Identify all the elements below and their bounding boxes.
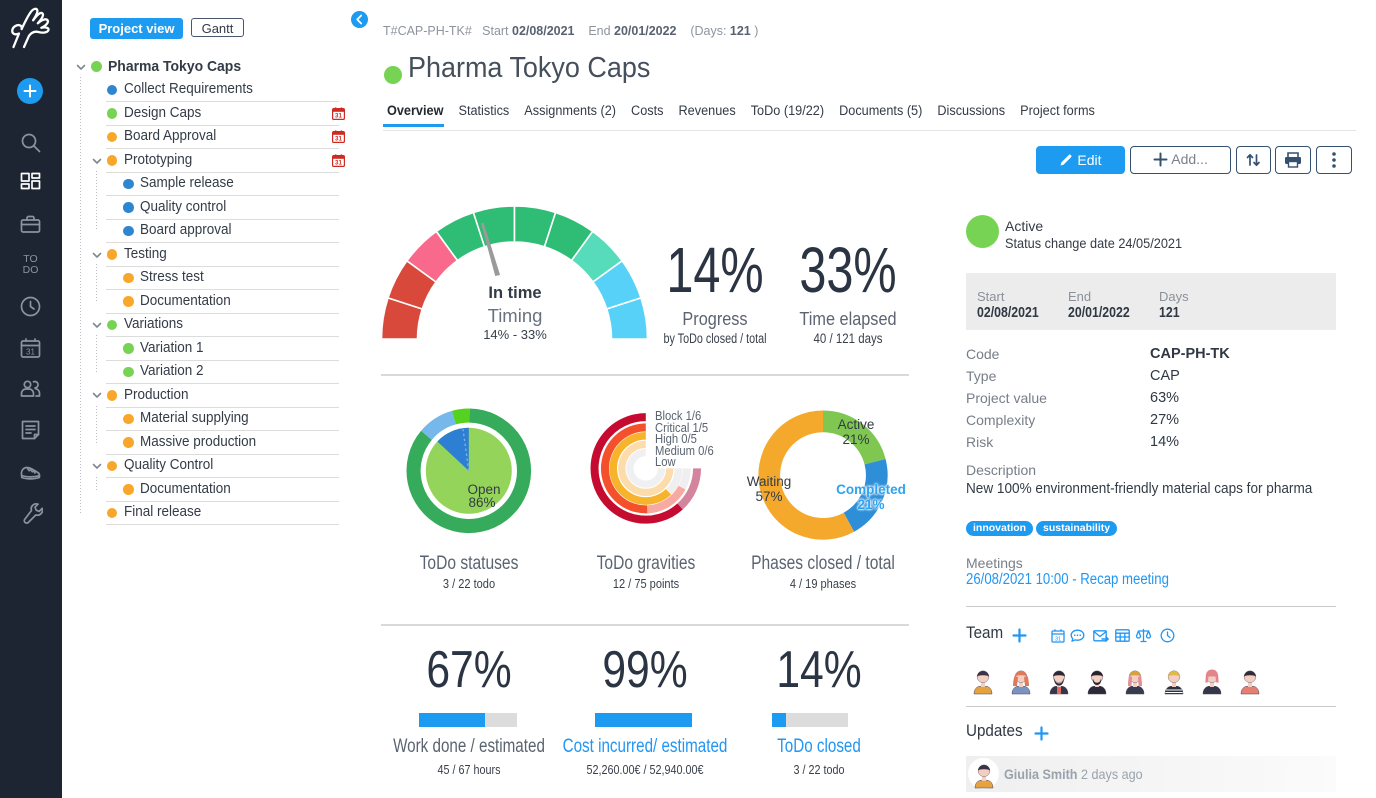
svg-text:86%: 86% — [468, 495, 495, 510]
svg-text:31: 31 — [335, 136, 342, 143]
svg-text:DO: DO — [23, 264, 39, 276]
svg-text:31: 31 — [26, 348, 35, 357]
svg-text:31: 31 — [1055, 637, 1061, 643]
svg-text:31: 31 — [335, 113, 342, 120]
svg-text:31: 31 — [335, 160, 342, 167]
svg-text:Open: Open — [467, 482, 500, 497]
svg-text:TO: TO — [23, 253, 37, 265]
